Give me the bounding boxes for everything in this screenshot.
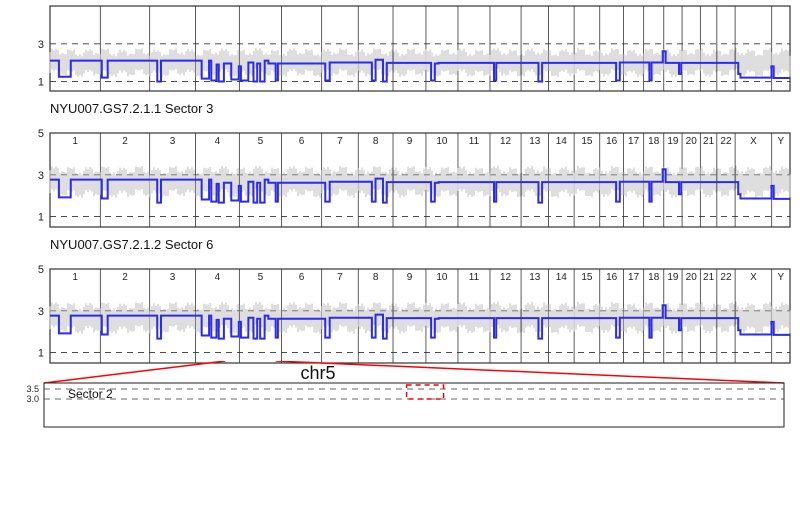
- sector2-label: Sector 2: [68, 387, 113, 401]
- y-tick-label: 5: [38, 128, 44, 140]
- cnv-panel-svg: 12345678910111213141516171819202122XY135: [6, 117, 800, 235]
- zoom-overlay: 3.53.0: [0, 361, 800, 526]
- chrom-label: 9: [407, 136, 413, 147]
- y-tick-label: 5: [38, 264, 44, 276]
- chrom-label: 3: [170, 272, 176, 283]
- strip-ytick: 3.5: [26, 384, 39, 394]
- panel-title: NYU007.GS7.2.1.1 Sector 3: [50, 101, 794, 116]
- chrom-label: 17: [628, 272, 640, 283]
- chrom-label: 18: [648, 272, 660, 283]
- chrom-label: 4: [215, 272, 221, 283]
- chrom-label: 2: [122, 136, 128, 147]
- cnv-panel-svg: 12345678910111213141516171819202122XY135: [6, 253, 800, 371]
- chrom-label: 1: [72, 136, 78, 147]
- chrom-label: 20: [686, 136, 698, 147]
- chrom-label: 13: [529, 272, 541, 283]
- panel-title: NYU007.GS7.2.1.2 Sector 6: [50, 237, 794, 252]
- y-tick-label: 3: [38, 170, 44, 182]
- chrom-label: 12: [500, 272, 512, 283]
- chrom-label: 4: [215, 136, 221, 147]
- chrom-label: X: [750, 136, 757, 147]
- chrom-label: 6: [299, 136, 305, 147]
- chrom-label: 6: [299, 272, 305, 283]
- chrom-label: 9: [407, 272, 413, 283]
- y-tick-label: 1: [38, 77, 44, 89]
- y-tick-label: 3: [38, 306, 44, 318]
- chrom-label: 14: [556, 272, 568, 283]
- chrom-label: 5: [258, 272, 264, 283]
- chrom-label: 18: [648, 136, 660, 147]
- chrom-label: 16: [606, 272, 618, 283]
- chrom-label: 19: [667, 272, 679, 283]
- cnv-panel-svg: 13: [6, 4, 800, 99]
- chrom-label: 15: [581, 272, 593, 283]
- chrom-label: 17: [628, 136, 640, 147]
- chrom-label: 10: [436, 272, 448, 283]
- chrom-label: 8: [373, 136, 379, 147]
- chrom-label: 21: [703, 272, 715, 283]
- chrom-label: 11: [469, 272, 480, 283]
- chrom-label: Y: [778, 272, 785, 283]
- chrom-label: 13: [529, 136, 541, 147]
- chrom-label: 16: [606, 136, 618, 147]
- chrom-label: 21: [703, 136, 715, 147]
- chrom-label: 12: [500, 136, 512, 147]
- chrom-label: 15: [581, 136, 593, 147]
- chrom-label: Y: [778, 136, 785, 147]
- chrom-label: 3: [170, 136, 176, 147]
- strip-ytick: 3.0: [26, 394, 39, 404]
- chrom-label: 22: [720, 272, 732, 283]
- chrom-label: X: [750, 272, 757, 283]
- chrom-label: 11: [469, 136, 480, 147]
- chrom-label: 22: [720, 136, 732, 147]
- chrom-label: 8: [373, 272, 379, 283]
- chrom-label: 14: [556, 136, 568, 147]
- y-tick-label: 3: [38, 39, 44, 51]
- chrom-label: 10: [436, 136, 448, 147]
- chrom-label: 5: [258, 136, 264, 147]
- chrom-label: 1: [72, 272, 78, 283]
- chrom-label: 2: [122, 272, 128, 283]
- y-tick-label: 1: [38, 348, 44, 360]
- chrom-label: 20: [686, 272, 698, 283]
- chrom-label: 19: [667, 136, 679, 147]
- y-tick-label: 1: [38, 212, 44, 224]
- chrom-label: 7: [337, 272, 343, 283]
- chrom-label: 7: [337, 136, 343, 147]
